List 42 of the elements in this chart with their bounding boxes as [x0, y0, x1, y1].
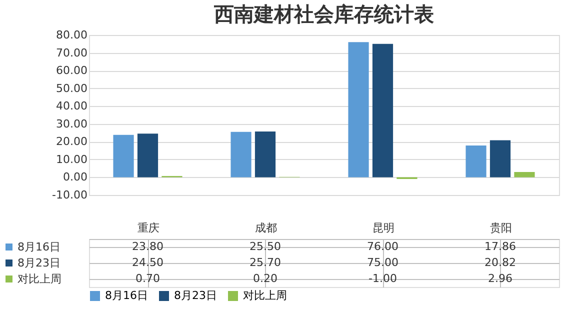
y-tick-label: 30.00 — [56, 117, 88, 130]
bar — [514, 172, 535, 178]
bar — [113, 134, 134, 178]
y-tick-label: 0.00 — [63, 170, 88, 184]
bar — [348, 42, 369, 178]
y-tick-label: 10.00 — [56, 152, 88, 166]
legend-label: 对比上周 — [243, 289, 287, 302]
y-tick-label: 40.00 — [56, 100, 88, 113]
data-label: 2.96 — [488, 272, 512, 285]
data-label: 23.80 — [132, 240, 164, 253]
y-tick-label: 20.00 — [56, 135, 88, 148]
y-tick-label: 70.00 — [56, 46, 88, 60]
text: 对比上周 — [18, 272, 62, 286]
bar — [254, 132, 276, 178]
data-label: 24.50 — [132, 256, 164, 269]
x-tick-label: 贵阳 — [490, 222, 512, 234]
bar — [230, 132, 252, 178]
data-label: 25.70 — [250, 256, 281, 269]
data-label: 25.50 — [250, 240, 281, 253]
data-label: -1.00 — [368, 272, 397, 285]
y-tick-label: 50.00 — [56, 82, 88, 95]
bar — [137, 134, 158, 178]
bar — [490, 140, 511, 178]
bar — [372, 44, 394, 178]
text: 8月23日 — [174, 289, 217, 302]
data-label: 20.82 — [484, 256, 516, 269]
data-label: 76.00 — [367, 240, 398, 253]
legend-label: 8月16日 — [18, 240, 60, 254]
y-tick-label: -10.00 — [52, 188, 88, 202]
x-tick-label: 昆明 — [372, 222, 394, 234]
data-label: 17.86 — [484, 240, 516, 253]
chart-title: 西南建材社会库存统计表 — [213, 2, 434, 26]
y-tick-label: 60.00 — [56, 64, 88, 78]
data-label: 75.00 — [367, 256, 398, 269]
x-tick-label: 重庆 — [137, 222, 160, 234]
text: 8月16日 — [105, 289, 148, 302]
bar — [466, 145, 486, 178]
x-tick-label: 成都 — [254, 222, 277, 234]
legend-label: 8月23日 — [18, 256, 60, 270]
data-label: 0.70 — [136, 272, 160, 285]
y-tick-label: 80.00 — [56, 28, 88, 42]
data-label: 0.20 — [253, 272, 278, 285]
